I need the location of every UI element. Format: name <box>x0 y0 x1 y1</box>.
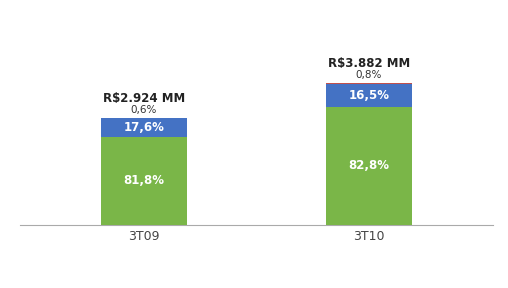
Text: 17,6%: 17,6% <box>123 121 165 134</box>
Text: 16,5%: 16,5% <box>348 89 390 102</box>
Text: R$2.924 MM: R$2.924 MM <box>103 92 185 105</box>
Text: 82,8%: 82,8% <box>348 159 390 173</box>
Bar <box>326 83 412 84</box>
Bar <box>101 137 187 225</box>
Text: R$3.882 MM: R$3.882 MM <box>328 57 410 70</box>
Text: 0,6%: 0,6% <box>131 105 157 115</box>
Bar <box>101 118 187 137</box>
Text: 81,8%: 81,8% <box>123 175 165 187</box>
Bar <box>326 107 412 225</box>
Text: 0,8%: 0,8% <box>356 70 382 80</box>
Bar <box>326 84 412 107</box>
